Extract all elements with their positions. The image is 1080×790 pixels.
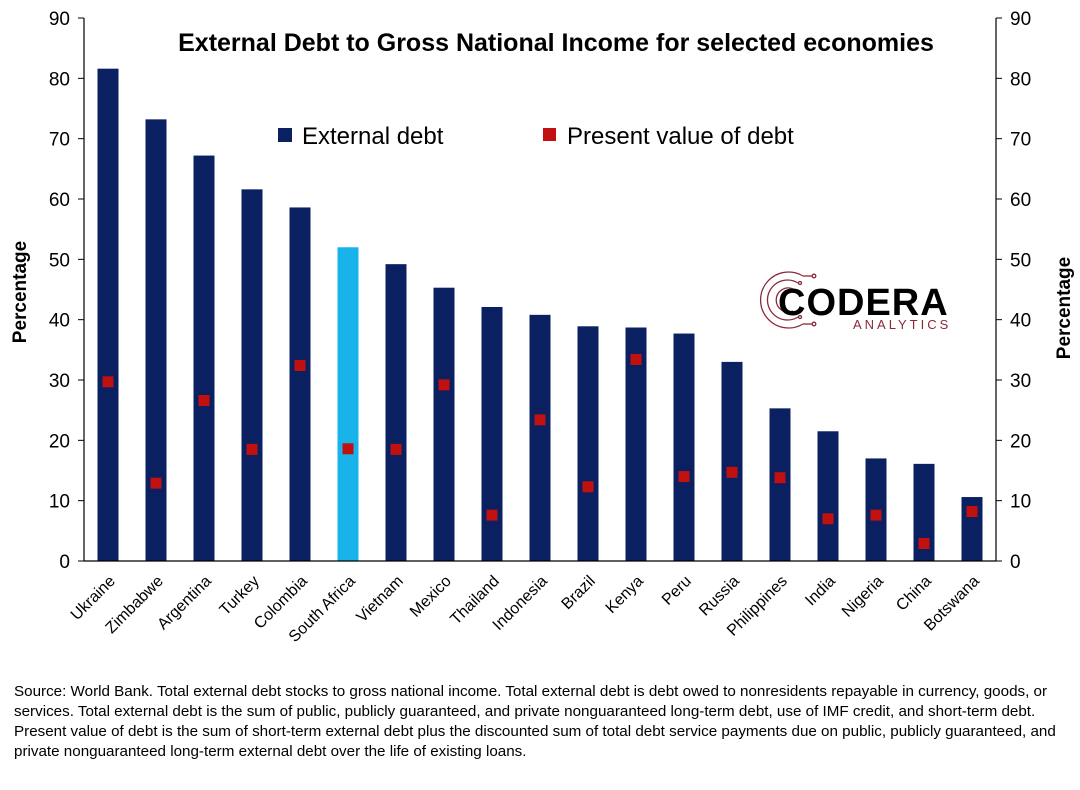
category-label: Peru xyxy=(659,573,695,609)
logo-name: CODERA xyxy=(778,282,949,324)
bar-russia xyxy=(721,361,743,561)
marker-philippines xyxy=(774,472,786,484)
bar-india xyxy=(817,431,839,561)
category-label: Vietnam xyxy=(354,573,407,626)
logo-tagline: ANALYTICS xyxy=(853,317,951,332)
bar-colombia xyxy=(289,207,311,562)
marker-nigeria xyxy=(870,509,882,521)
marker-ukraine xyxy=(102,376,114,388)
marker-vietnam xyxy=(390,443,402,455)
bar-zimbabwe xyxy=(145,119,167,562)
category-label: Russia xyxy=(696,573,743,620)
legend-label-external-debt: External debt xyxy=(302,123,444,150)
bar-thailand xyxy=(481,306,503,561)
right-tick-label: 30 xyxy=(1010,371,1031,392)
right-tick-label: 20 xyxy=(1010,431,1031,452)
bar-argentina xyxy=(193,155,215,561)
bar-peru xyxy=(673,333,695,561)
right-tick-label: 60 xyxy=(1010,190,1031,211)
marker-colombia xyxy=(294,360,306,372)
right-tick-label: 40 xyxy=(1010,311,1031,332)
bar-china xyxy=(913,463,935,561)
marker-china xyxy=(918,538,930,550)
left-tick-label: 40 xyxy=(49,311,70,332)
bar-brazil xyxy=(577,326,599,561)
marker-zimbabwe xyxy=(150,477,162,489)
bar-vietnam xyxy=(385,264,407,561)
category-label: Nigeria xyxy=(839,573,887,621)
marker-south-africa xyxy=(342,443,354,455)
axes xyxy=(83,18,997,562)
left-axis-ticks: 0 10 20 30 40 50 60 70 80 90 xyxy=(49,9,84,573)
category-label: Kenya xyxy=(603,573,647,617)
right-tick-label: 50 xyxy=(1010,250,1031,271)
marker-turkey xyxy=(246,443,258,455)
left-axis-label: Percentage xyxy=(10,241,31,343)
marker-mexico xyxy=(438,379,450,391)
marker-peru xyxy=(678,471,690,483)
codera-logo: CODERA ANALYTICS xyxy=(760,271,951,332)
bar-turkey xyxy=(241,189,263,561)
marker-botswana xyxy=(966,506,978,518)
left-tick-label: 50 xyxy=(49,250,70,271)
bar-indonesia xyxy=(529,314,551,561)
legend-swatch-external-debt xyxy=(278,128,292,142)
chart-title: External Debt to Gross National Income f… xyxy=(178,29,934,57)
right-axis-label: Percentage xyxy=(1054,257,1075,359)
category-label: India xyxy=(802,573,839,610)
present-value-markers xyxy=(102,353,978,550)
bar-south-africa xyxy=(337,247,359,561)
marker-thailand xyxy=(486,509,498,521)
left-tick-label: 60 xyxy=(49,190,70,211)
category-label: Turkey xyxy=(217,573,263,619)
left-tick-label: 80 xyxy=(49,69,70,90)
left-tick-label: 30 xyxy=(49,371,70,392)
left-tick-label: 70 xyxy=(49,130,70,151)
marker-india xyxy=(822,513,834,525)
bar-kenya xyxy=(625,327,647,561)
legend: External debt Present value of debt xyxy=(278,123,794,150)
left-tick-label: 20 xyxy=(49,431,70,452)
right-tick-label: 90 xyxy=(1010,9,1031,30)
marker-kenya xyxy=(630,353,642,365)
legend-label-present-value: Present value of debt xyxy=(567,123,794,150)
bar-mexico xyxy=(433,287,455,561)
marker-indonesia xyxy=(534,414,546,426)
bar-philippines xyxy=(769,408,791,561)
right-tick-label: 70 xyxy=(1010,130,1031,151)
circuit-c-icon xyxy=(760,271,817,329)
bar-ukraine xyxy=(97,68,119,562)
category-label: China xyxy=(893,573,935,615)
left-tick-label: 90 xyxy=(49,9,70,30)
legend-swatch-present-value xyxy=(543,128,556,141)
category-label: Mexico xyxy=(407,573,455,621)
right-tick-label: 0 xyxy=(1010,552,1021,573)
marker-russia xyxy=(726,466,738,478)
left-tick-label: 0 xyxy=(59,552,70,573)
marker-argentina xyxy=(198,395,210,407)
source-note: Source: World Bank. Total external debt … xyxy=(14,683,1056,760)
marker-brazil xyxy=(582,481,594,493)
category-label: Brazil xyxy=(559,573,599,613)
external-debt-bars xyxy=(97,68,983,562)
right-tick-label: 10 xyxy=(1010,492,1031,513)
right-axis-ticks: 0 10 20 30 40 50 60 70 80 90 xyxy=(996,9,1031,573)
left-tick-label: 10 xyxy=(49,492,70,513)
right-tick-label: 80 xyxy=(1010,69,1031,90)
